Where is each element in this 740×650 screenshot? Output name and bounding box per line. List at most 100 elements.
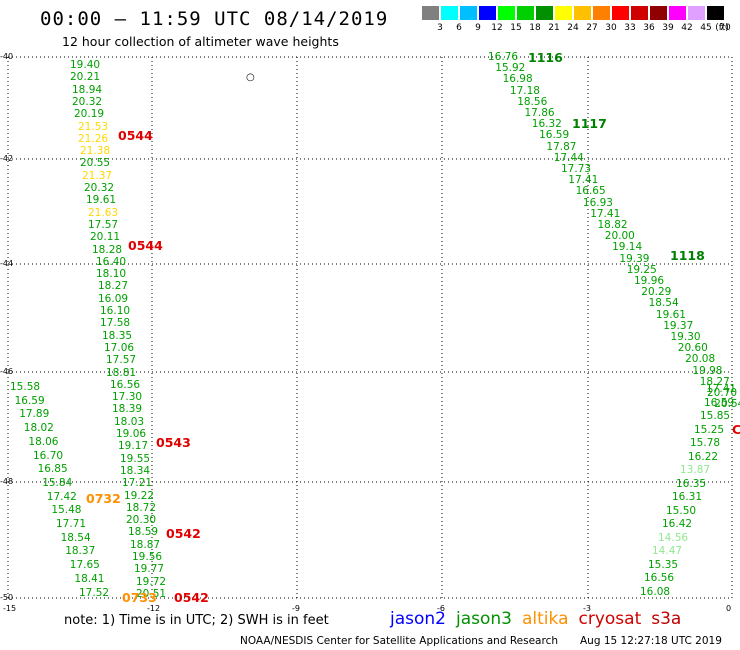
legend-level: 39 — [662, 23, 674, 33]
swh-value: 19.55 — [120, 452, 151, 465]
swh-value: 16.59 — [14, 394, 45, 407]
legend-swatch — [574, 6, 591, 20]
swh-value: 21.26 — [78, 132, 109, 145]
legend-unit: (ft) — [715, 23, 729, 33]
swh-value: 15.35 — [648, 558, 679, 571]
footer-note: note: 1) Time is in UTC; 2) SWH is in fe… — [64, 613, 329, 628]
swh-value: 14.47 — [652, 545, 683, 557]
swh-value: 19.61 — [86, 194, 117, 207]
swh-value: 20.29 — [641, 286, 672, 299]
legend-swatch — [669, 6, 686, 20]
y-tick-label: -40 — [0, 52, 14, 61]
swh-value: 16.22 — [688, 450, 719, 463]
swh-value: 16.59 — [539, 129, 570, 142]
legend-swatch — [707, 6, 724, 20]
swh-value: 16.93 — [582, 196, 613, 209]
y-tick-label: -46 — [0, 367, 14, 376]
legend-level: 27 — [586, 23, 598, 33]
swh-value: 19.96 — [634, 275, 665, 287]
swh-value: 16.32 — [531, 118, 562, 131]
swh-value: 19.14 — [612, 241, 643, 254]
swh-value: 20.08 — [685, 353, 716, 366]
legend-swatch — [612, 6, 629, 20]
satellite-name: jason3 — [456, 609, 512, 629]
x-tick-label: -6 — [437, 604, 445, 613]
time-label: 0542 — [166, 526, 201, 541]
swh-value: 19.40 — [70, 59, 101, 71]
swh-value: 16.98 — [502, 73, 533, 86]
swh-value: 20.30 — [126, 514, 157, 527]
swh-value: 17.41 — [568, 174, 599, 187]
swh-value: 17.57 — [88, 218, 119, 231]
legend-swatch — [498, 6, 515, 20]
swh-value: 16.56 — [644, 572, 675, 584]
swh-value: 21.37 — [82, 169, 113, 182]
swh-value: 16.70 — [33, 449, 64, 462]
time-label: 0732 — [86, 491, 121, 506]
swh-value: 20.32 — [72, 95, 103, 108]
swh-value: 17.44 — [553, 151, 584, 164]
swh-value: 19.25 — [626, 263, 657, 276]
swh-value: 19.22 — [124, 489, 155, 502]
swh-value: 20.70 — [707, 387, 738, 399]
swh-value: 17.21 — [122, 477, 153, 490]
swh-value: 20.00 — [604, 230, 635, 243]
swh-value: 17.58 — [100, 317, 131, 330]
swh-value: 15.58 — [10, 381, 41, 393]
swh-value: 20.51 — [136, 587, 167, 600]
legend-level: 42 — [681, 23, 693, 33]
legend-level: 36 — [643, 23, 655, 33]
time-label: 0543 — [156, 435, 191, 450]
legend-level: 24 — [567, 23, 579, 33]
swh-value: 15.25 — [694, 423, 725, 436]
swh-value: 18.54 — [648, 297, 679, 310]
swh-value: 19.17 — [118, 440, 149, 453]
x-tick-label: -3 — [583, 604, 591, 613]
legend-level: 15 — [510, 23, 522, 33]
swh-value: 18.34 — [120, 464, 151, 477]
legend-swatch — [631, 6, 648, 20]
swh-value: 16.35 — [676, 477, 707, 490]
satellite-name: jason2 — [390, 609, 446, 629]
swh-value: 19.72 — [136, 575, 167, 588]
legend-swatch — [517, 6, 534, 20]
swh-value: 16.08 — [640, 585, 671, 598]
swh-value: 18.59 — [128, 526, 159, 539]
swh-value: 19.06 — [116, 428, 147, 440]
x-tick-label: 0 — [726, 604, 732, 613]
legend-swatch — [555, 6, 572, 20]
legend-level: 12 — [491, 23, 503, 33]
legend-level: 18 — [529, 23, 541, 33]
legend-swatch — [460, 6, 477, 20]
swh-value: 19.30 — [670, 331, 701, 343]
legend-level: 3 — [437, 23, 443, 33]
timestamp: Aug 15 12:27:18 UTC 2019 — [580, 635, 722, 647]
swh-value: 18.87 — [130, 538, 161, 551]
legend-level: 45 — [700, 23, 712, 33]
swh-value: 19.61 — [655, 308, 686, 321]
time-label: 0733 — [122, 590, 157, 605]
legend-swatch — [422, 6, 439, 20]
time-label: 1118 — [670, 248, 705, 263]
swh-value: 16.31 — [672, 491, 703, 503]
legend-swatch — [479, 6, 496, 20]
swh-value: 21.38 — [80, 145, 111, 158]
page-subtitle: 12 hour collection of altimeter wave hei… — [62, 34, 339, 49]
x-tick-label: -15 — [3, 604, 17, 613]
swh-value: 18.41 — [74, 572, 105, 585]
swh-value: 17.65 — [69, 559, 100, 572]
satellite-legend: jason2 jason3 altika cryosat s3a — [390, 609, 691, 629]
time-label: 1117 — [572, 116, 607, 131]
swh-value: 17.52 — [79, 586, 110, 599]
time-label: 0544 — [118, 128, 153, 143]
swh-value: 17.86 — [524, 107, 555, 119]
swh-value: 20.11 — [90, 231, 121, 244]
swh-value: 18.82 — [597, 219, 628, 231]
x-tick-label: -9 — [292, 604, 300, 613]
swh-value: 18.27 — [98, 280, 129, 293]
x-tick-label: -12 — [147, 604, 161, 613]
swh-value: 16.76 — [488, 51, 519, 63]
swh-value: 16.65 — [575, 185, 606, 198]
swh-value: 15.78 — [690, 437, 721, 449]
swh-value: 21.53 — [78, 120, 109, 133]
